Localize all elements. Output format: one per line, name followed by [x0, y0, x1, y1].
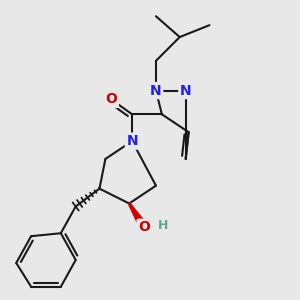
Text: O: O — [105, 92, 117, 106]
Text: N: N — [150, 84, 162, 98]
Text: N: N — [126, 134, 138, 148]
Polygon shape — [128, 203, 148, 230]
Text: N: N — [180, 84, 191, 98]
Text: O: O — [138, 220, 150, 234]
Text: H: H — [158, 219, 169, 232]
